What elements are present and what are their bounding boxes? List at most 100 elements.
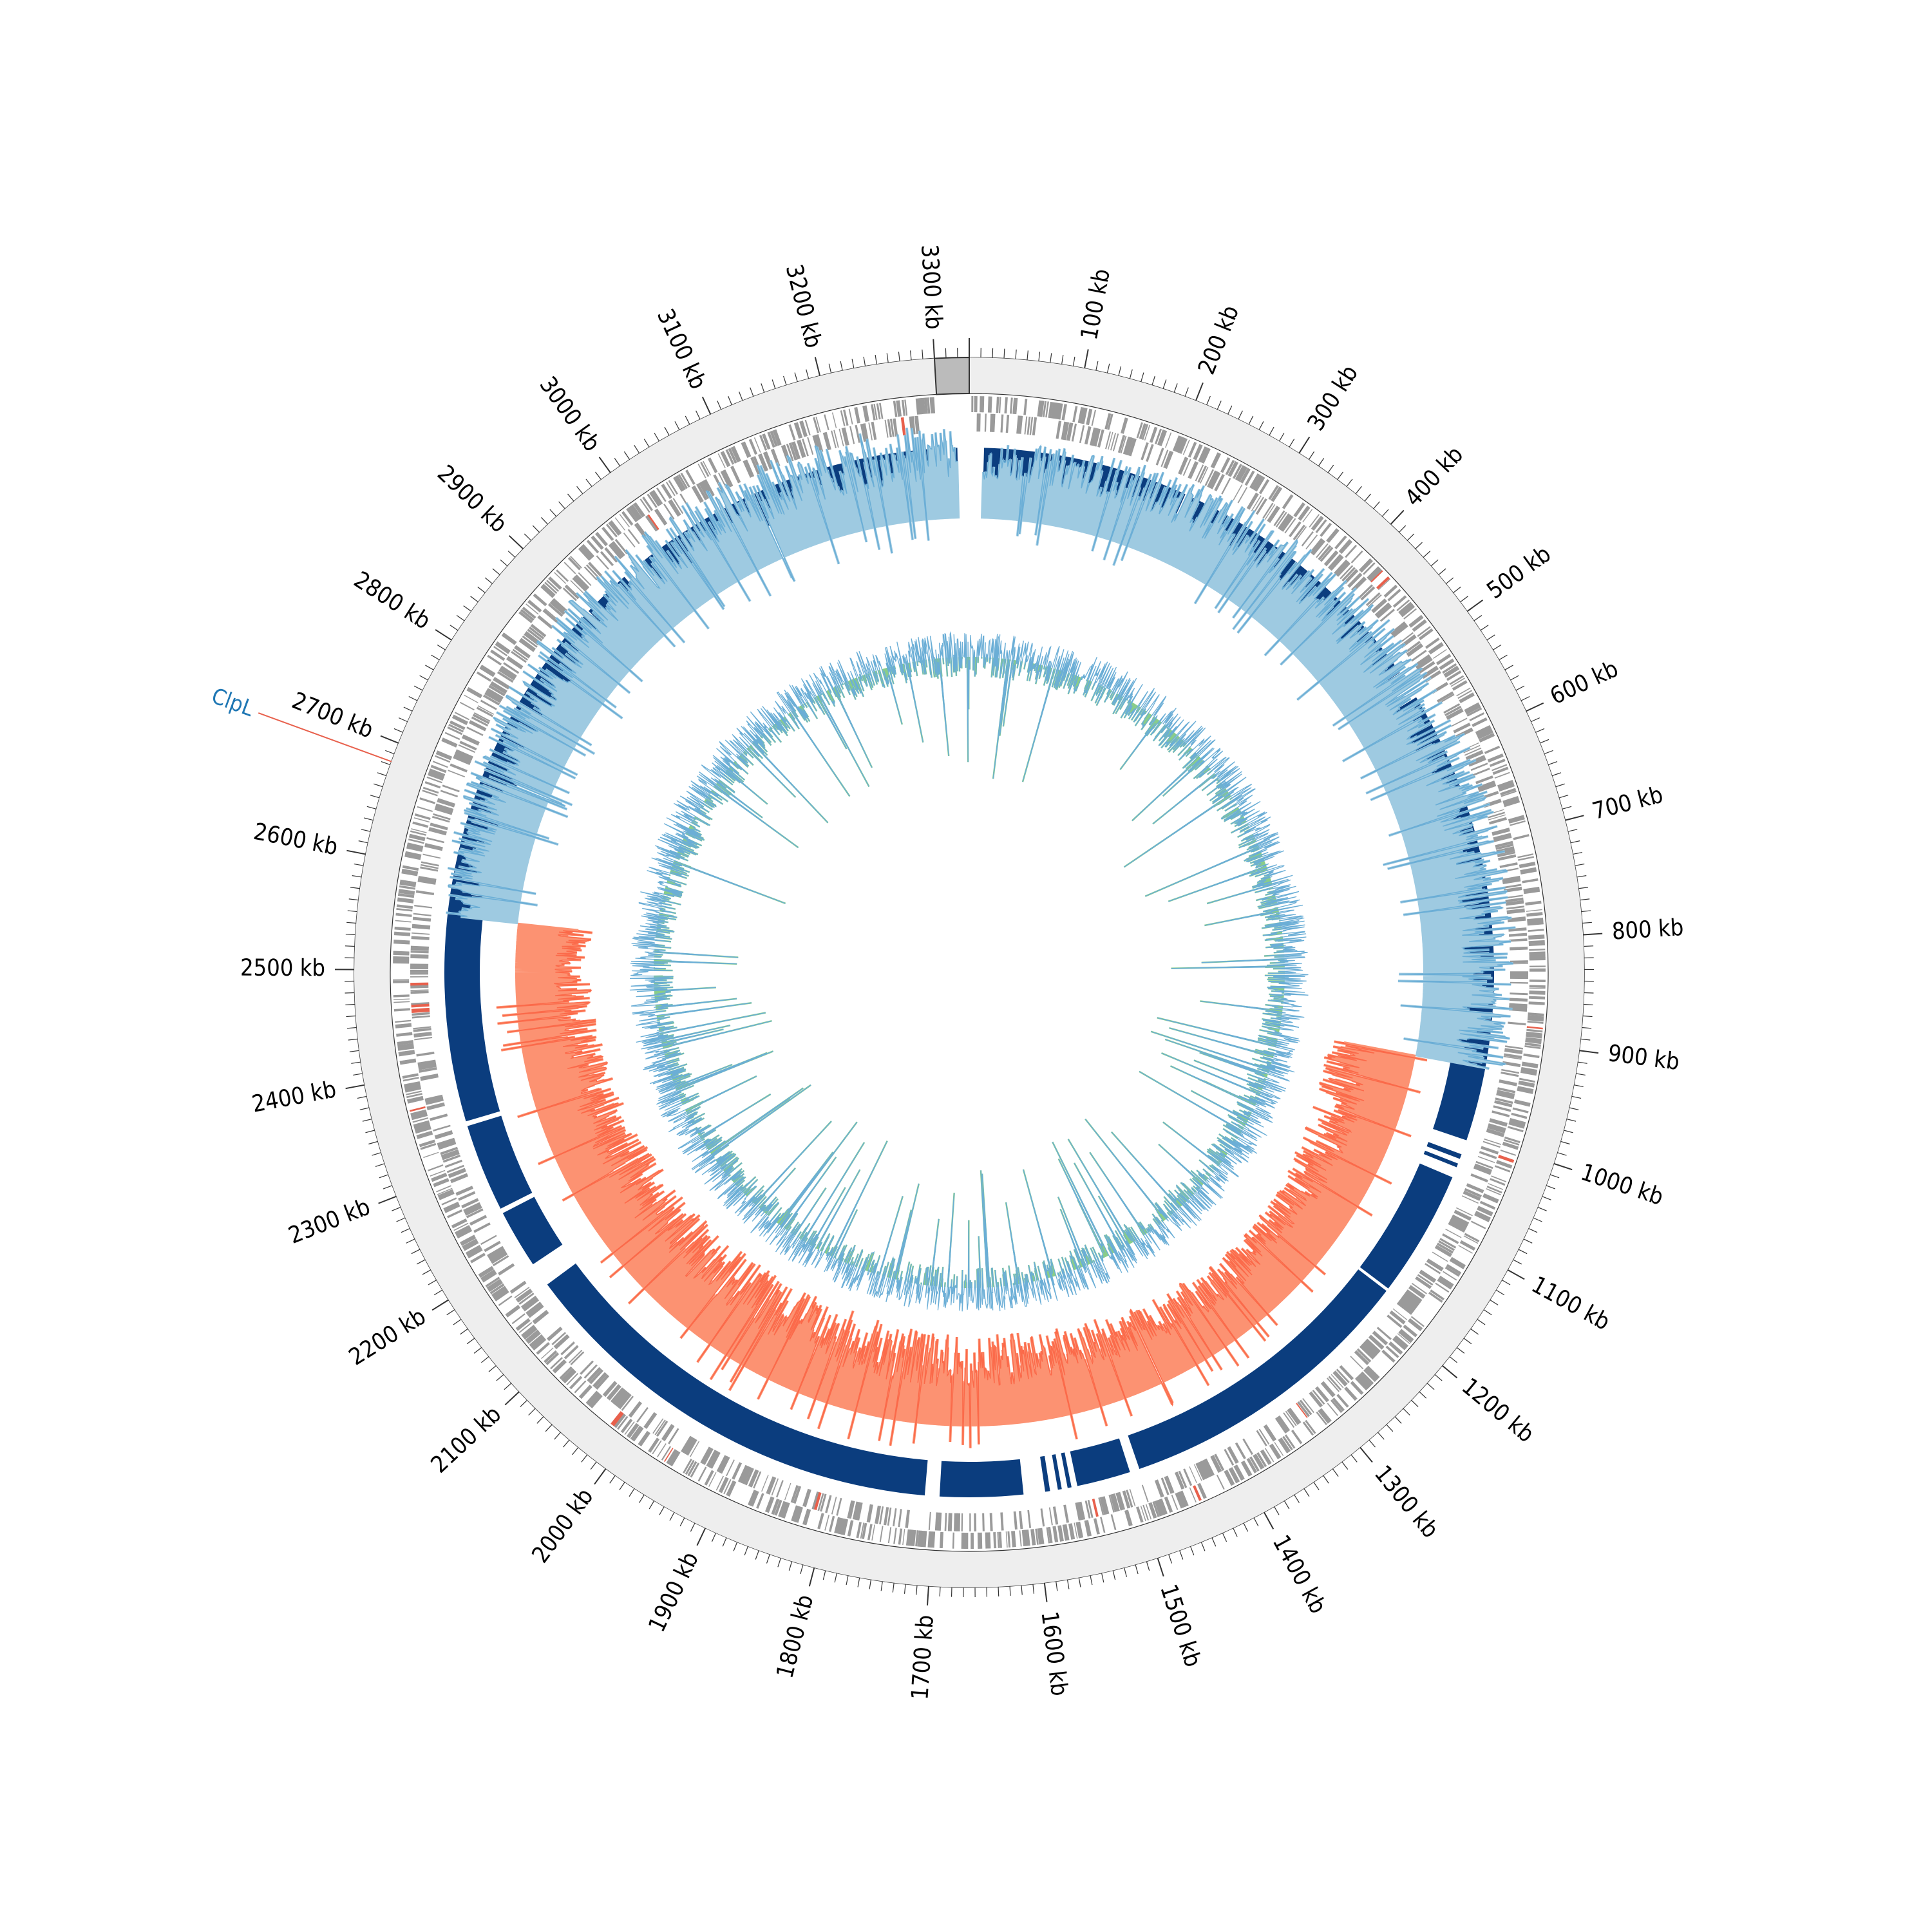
tick-label: 2300 kb — [285, 1194, 374, 1249]
gene-feature — [1336, 561, 1351, 577]
minor-tick — [690, 1522, 696, 1532]
gene-feature — [1443, 703, 1461, 714]
minor-tick — [372, 1152, 382, 1156]
gene-feature — [1529, 951, 1546, 955]
gene-feature — [1189, 1466, 1197, 1484]
minor-tick — [1050, 353, 1052, 363]
gene-feature — [610, 520, 622, 535]
minor-tick — [1582, 922, 1592, 924]
gene-feature — [1350, 1381, 1364, 1396]
gene-feature — [478, 1265, 495, 1278]
gene-feature — [568, 1349, 583, 1363]
gene-feature — [1188, 460, 1198, 479]
gene-feature — [461, 734, 480, 746]
gene-feature — [708, 1472, 717, 1487]
gene-feature — [1505, 897, 1524, 903]
gene-feature — [1472, 717, 1488, 728]
gene-feature — [723, 1479, 732, 1495]
gene-feature — [1273, 510, 1285, 526]
minor-tick — [788, 1561, 793, 1571]
gene-feature — [661, 484, 672, 499]
gene-feature — [1450, 717, 1468, 727]
gene-feature — [796, 439, 806, 459]
gene-feature — [847, 1500, 855, 1519]
gene-feature — [1142, 1504, 1149, 1521]
gene-feature — [1293, 502, 1305, 518]
gene-feature — [433, 1178, 450, 1188]
gene-feature — [743, 460, 753, 478]
minor-tick — [572, 1446, 579, 1455]
gene-feature — [879, 1506, 884, 1525]
gene-feature — [1508, 1008, 1528, 1012]
gene-feature — [1000, 1512, 1004, 1531]
gene-feature — [1411, 1282, 1427, 1294]
tick-label: 1000 kb — [1578, 1159, 1667, 1211]
minor-tick — [401, 1227, 410, 1233]
minor-tick — [1567, 829, 1578, 832]
gene-feature — [1474, 1211, 1491, 1222]
gene-feature — [399, 882, 416, 887]
gene-feature — [1528, 1012, 1544, 1017]
minor-tick — [1528, 1227, 1538, 1233]
major-tick — [1157, 1557, 1164, 1577]
gene-feature — [515, 1288, 531, 1301]
gene-feature — [638, 1430, 649, 1445]
gene-feature — [465, 1244, 482, 1256]
gene-feature — [486, 689, 503, 701]
gene-feature — [761, 1474, 769, 1492]
gene-feature — [540, 584, 555, 598]
gene-feature — [904, 399, 908, 416]
gene-feature — [867, 1524, 873, 1540]
gene-feature — [421, 861, 439, 867]
gene-feature — [395, 913, 412, 917]
gene-feature — [1476, 727, 1493, 738]
minor-tick — [554, 1432, 562, 1440]
gene-feature — [526, 1331, 541, 1344]
gene-feature — [1274, 1442, 1284, 1456]
minor-tick — [1537, 1206, 1547, 1211]
gene-feature — [1260, 1449, 1272, 1465]
gene-feature — [759, 435, 768, 451]
gene-feature — [410, 963, 429, 967]
gene-feature — [831, 1497, 837, 1515]
gene-feature — [788, 442, 797, 460]
gene-feature — [1255, 498, 1267, 515]
tick-label: 2600 kb — [251, 819, 339, 861]
gene-feature — [1464, 747, 1482, 756]
minor-tick — [496, 1374, 504, 1381]
minor-tick — [629, 1488, 635, 1497]
gene-feature — [976, 413, 981, 432]
minor-tick — [728, 395, 732, 406]
gene-feature — [428, 827, 447, 836]
gene-feature — [1358, 1373, 1372, 1388]
minor-tick — [1530, 717, 1540, 723]
gene-feature — [1087, 1500, 1094, 1518]
gene-feature — [498, 668, 516, 681]
gene-feature — [1529, 965, 1546, 967]
gene-feature — [1507, 1126, 1524, 1133]
gene-feature — [807, 437, 814, 455]
minor-tick — [1415, 542, 1423, 549]
gene-feature — [716, 1455, 728, 1473]
gene-feature — [1489, 759, 1506, 768]
gene-feature — [1404, 1291, 1421, 1305]
gene-feature — [1388, 1341, 1403, 1355]
gene-feature — [564, 562, 576, 574]
gene-feature — [433, 813, 451, 820]
gene-feature — [1508, 1021, 1526, 1026]
minor-tick — [664, 426, 670, 436]
gene-feature — [514, 1287, 530, 1298]
gene-feature — [471, 716, 489, 727]
minor-tick — [1061, 354, 1064, 365]
gene-feature — [435, 803, 454, 813]
minor-tick — [346, 1027, 357, 1029]
gene-feature — [488, 1280, 503, 1293]
gene-feature — [1387, 589, 1401, 601]
gene-feature — [1488, 814, 1506, 820]
major-tick — [701, 396, 712, 415]
major-tick — [927, 1586, 929, 1605]
minor-tick — [761, 383, 765, 393]
gene-feature — [1479, 1200, 1496, 1210]
minor-tick — [358, 840, 368, 844]
minor-tick — [428, 1279, 437, 1285]
